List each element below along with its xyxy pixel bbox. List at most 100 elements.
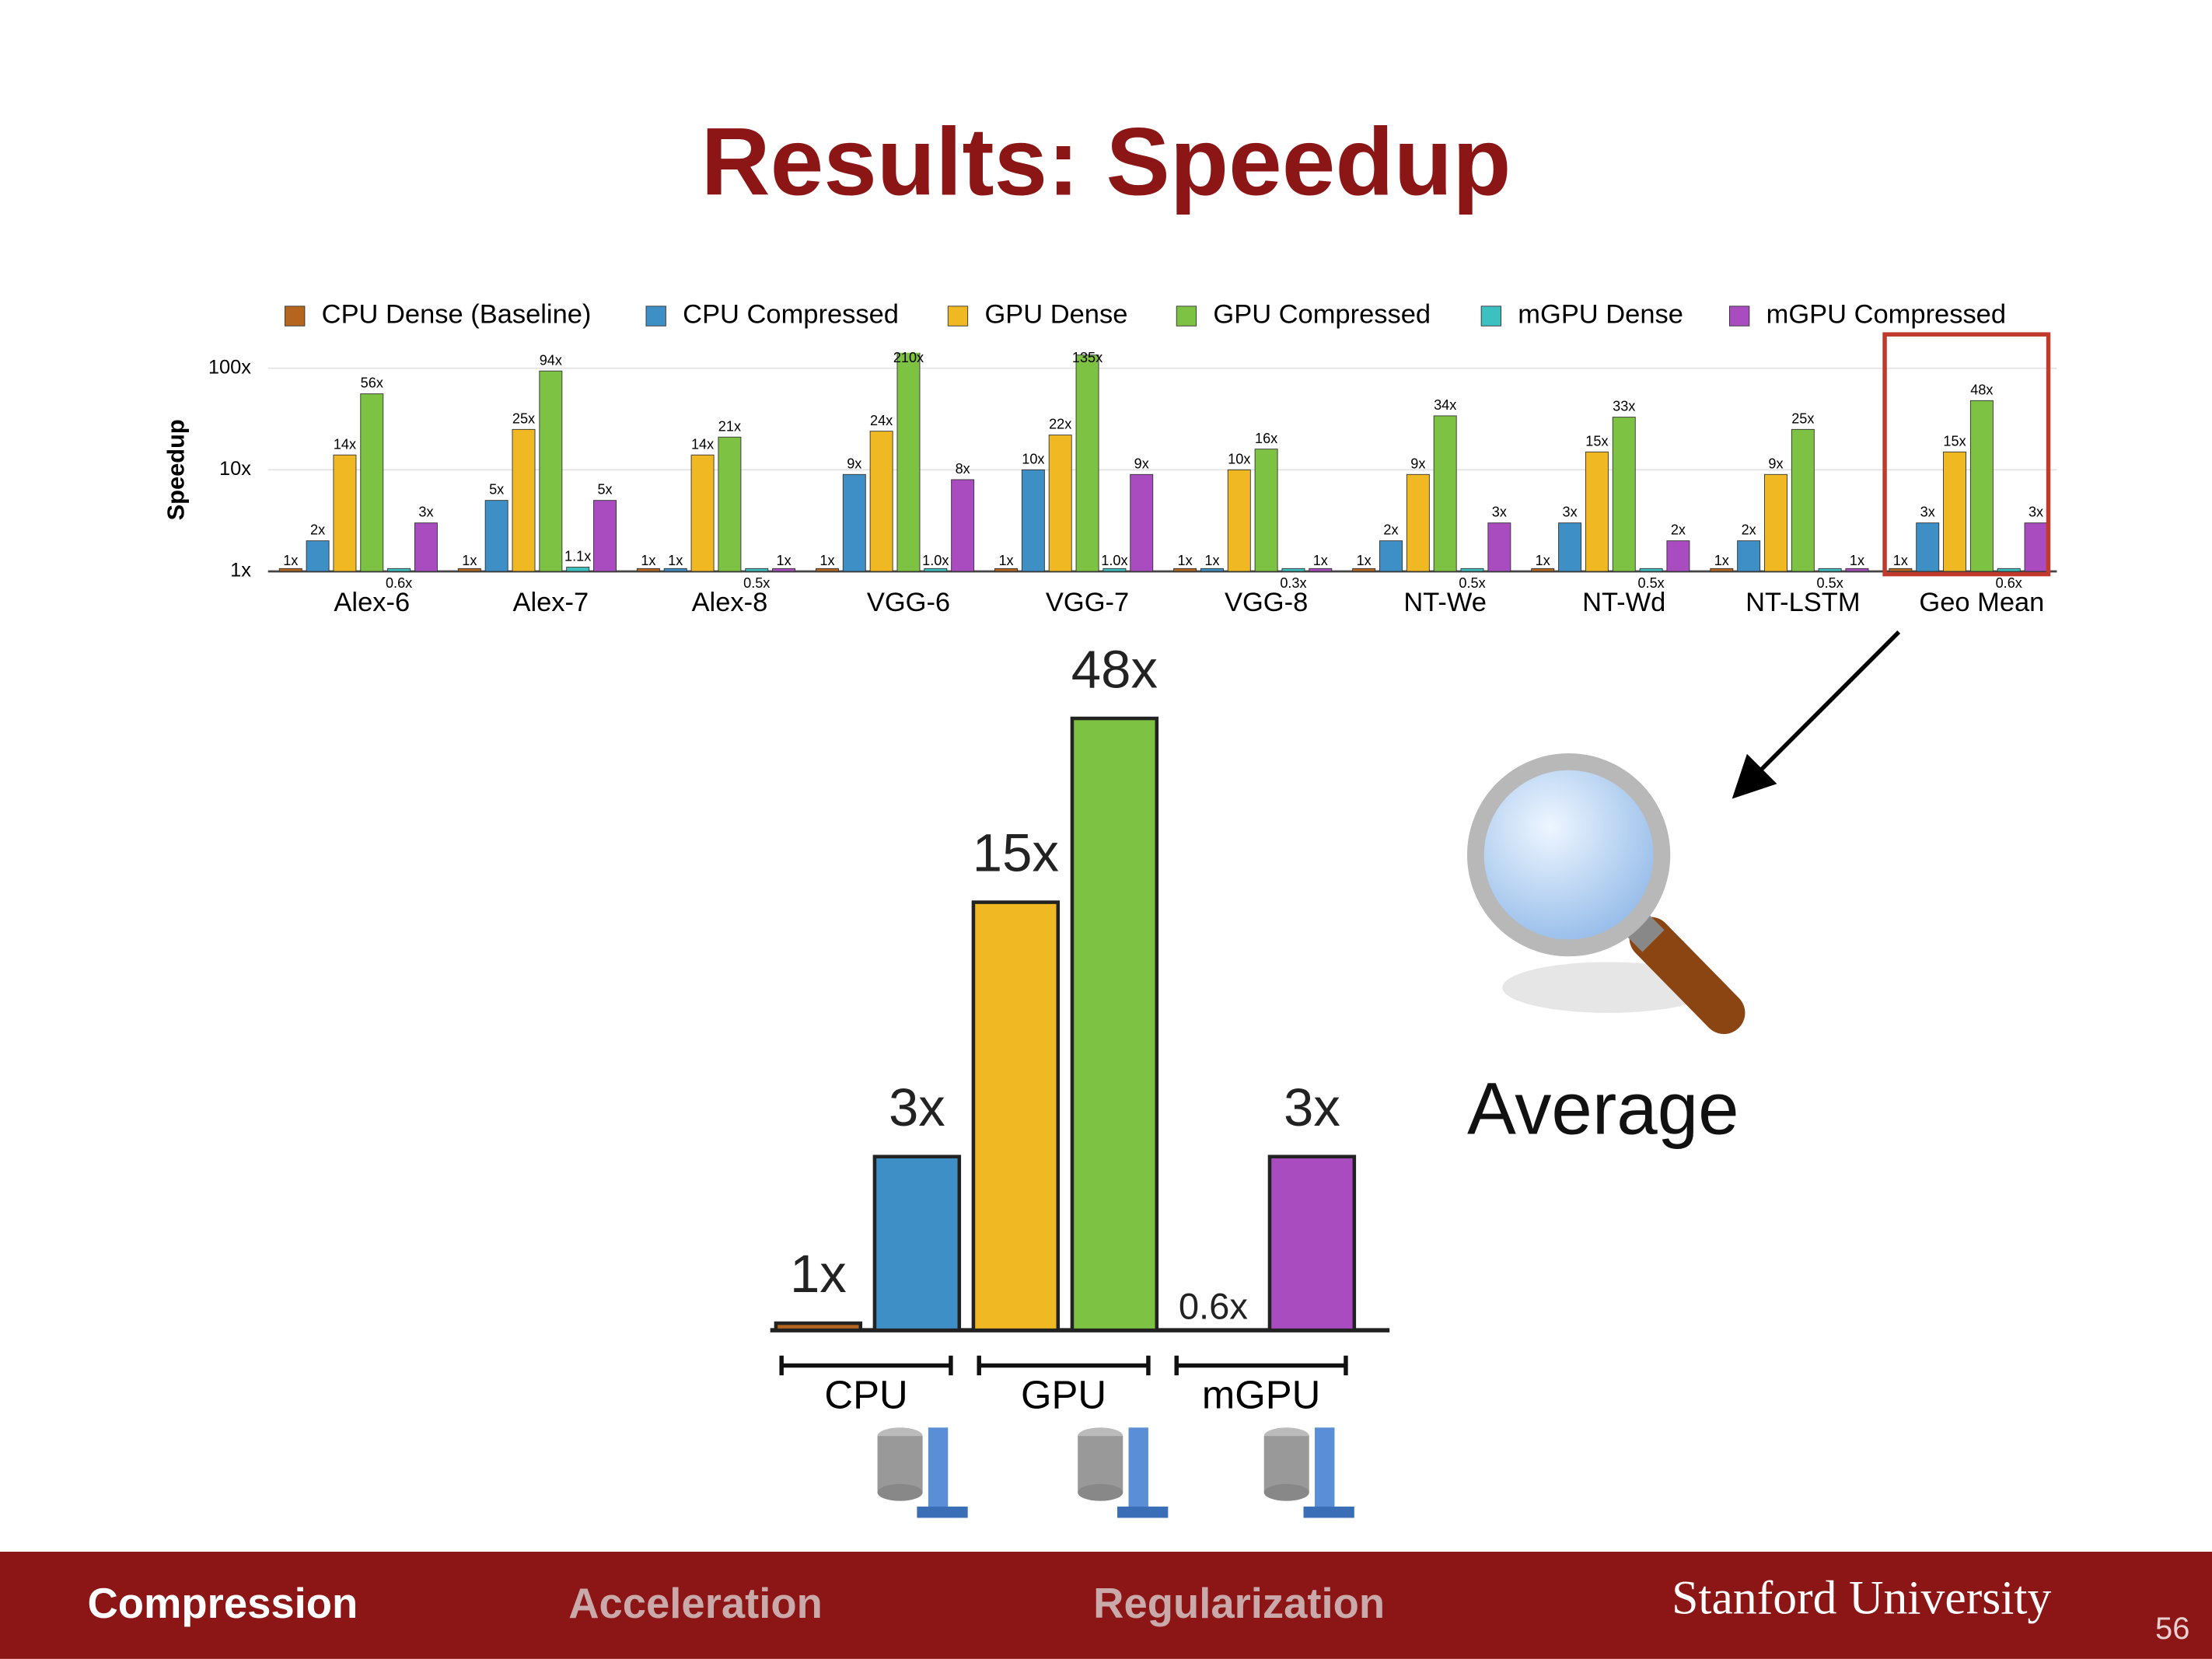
bar <box>1889 568 1913 572</box>
value-label: 2x <box>310 522 325 538</box>
nav-tab[interactable]: Regularization <box>1093 1580 1385 1627</box>
value-label: 1x <box>1178 553 1193 568</box>
group-label: GPU <box>1021 1373 1106 1417</box>
bar <box>1171 1329 1256 1330</box>
y-axis-label: Speedup <box>162 419 190 520</box>
value-label: 48x <box>1071 639 1158 699</box>
bar <box>306 540 330 572</box>
legend-label: CPU Compressed <box>683 300 899 330</box>
bar <box>1737 540 1761 572</box>
nav-tab[interactable]: Acceleration <box>568 1580 823 1627</box>
bar <box>1227 469 1251 572</box>
bar <box>816 568 839 572</box>
x-tick-label: NT-LSTM <box>1745 588 1860 617</box>
bar <box>745 568 769 572</box>
x-tick-label: NT-We <box>1403 588 1487 617</box>
value-label: 1x <box>462 553 477 568</box>
bar <box>1531 568 1555 572</box>
x-tick-label: Geo Mean <box>1919 588 2044 617</box>
value-label: 24x <box>870 413 893 428</box>
bar <box>1710 568 1734 572</box>
bar <box>1309 568 1333 572</box>
bar <box>1433 415 1457 572</box>
value-label: 210x <box>893 350 924 365</box>
bar <box>539 370 563 572</box>
value-label: 8x <box>956 461 970 477</box>
bar <box>1460 568 1484 572</box>
callout-text: Average <box>1467 1067 1739 1149</box>
group-bracket <box>779 1355 953 1376</box>
value-label: 0.6x <box>1179 1285 1249 1326</box>
bar <box>1352 568 1376 572</box>
bar <box>718 436 742 572</box>
bar <box>1173 568 1197 572</box>
bar <box>1585 451 1609 572</box>
legend-label: GPU Dense <box>984 300 1127 330</box>
bar <box>1558 522 1582 572</box>
bar <box>663 568 687 572</box>
value-label: 25x <box>1791 410 1814 426</box>
legend-swatch <box>1176 306 1197 327</box>
bar <box>1379 540 1403 572</box>
x-tick-label: VGG-6 <box>867 588 950 617</box>
value-label: 2x <box>1742 522 1756 538</box>
bar <box>1070 716 1159 1332</box>
value-label: 1x <box>777 553 791 568</box>
zoom-chart: 1x 3x 15x 48x 0.6x 3x CPU GPU mGPU <box>770 639 1390 1417</box>
value-label: 1x <box>790 1244 847 1304</box>
value-label: 16x <box>1255 431 1277 446</box>
nav-tab[interactable]: Compression <box>87 1580 358 1627</box>
value-label: 56x <box>361 375 383 391</box>
bar <box>512 428 536 572</box>
value-label: 0.3x <box>1280 575 1306 591</box>
legend-label: GPU Compressed <box>1213 300 1431 330</box>
value-label: 14x <box>334 436 356 452</box>
brand: Stanford University <box>1672 1571 2051 1624</box>
value-label: 0.5x <box>1459 575 1485 591</box>
bar <box>774 1321 863 1332</box>
bar <box>1103 568 1127 572</box>
arrow <box>1732 630 1901 799</box>
legend-swatch <box>645 306 666 327</box>
bar <box>414 522 438 572</box>
value-label: 9x <box>1768 456 1783 471</box>
bar <box>333 454 357 572</box>
value-label: 2x <box>1671 522 1686 538</box>
value-label: 3x <box>418 505 433 520</box>
legend-swatch <box>947 306 969 327</box>
value-label: 15x <box>973 823 1059 883</box>
value-label: 3x <box>1492 505 1507 520</box>
bar <box>690 454 715 572</box>
value-label: 33x <box>1613 399 1635 414</box>
bar <box>484 500 508 572</box>
group-bracket <box>1174 1355 1348 1376</box>
legend-label: mGPU Dense <box>1518 300 1683 330</box>
bar <box>872 1154 962 1332</box>
highlight-box <box>1882 332 2051 577</box>
slide-title: Results: Speedup <box>701 108 1511 215</box>
bar <box>1845 568 1869 572</box>
value-label: 1x <box>1893 553 1908 568</box>
bar <box>1666 540 1690 572</box>
value-label: 0.6x <box>1996 575 2022 591</box>
x-tick-label: Alex-8 <box>692 588 768 617</box>
group-bracket <box>977 1355 1151 1376</box>
value-label: 14x <box>691 436 714 452</box>
x-tick-label: Alex-6 <box>334 588 410 617</box>
bar <box>1048 435 1072 572</box>
value-label: 10x <box>1022 451 1044 466</box>
y-tick-label: 1x <box>230 560 251 582</box>
value-label: 9x <box>847 456 861 471</box>
legend-swatch <box>1729 306 1750 327</box>
page-number: 56 <box>2155 1612 2189 1646</box>
bar <box>1916 522 1940 572</box>
bar <box>971 900 1061 1332</box>
value-label: 9x <box>1134 456 1149 471</box>
value-label: 0.5x <box>1637 575 1664 591</box>
value-label: 3x <box>889 1077 945 1137</box>
bar <box>1200 568 1224 572</box>
value-label: 94x <box>540 352 562 368</box>
bar <box>1818 568 1842 572</box>
bar <box>566 567 590 572</box>
